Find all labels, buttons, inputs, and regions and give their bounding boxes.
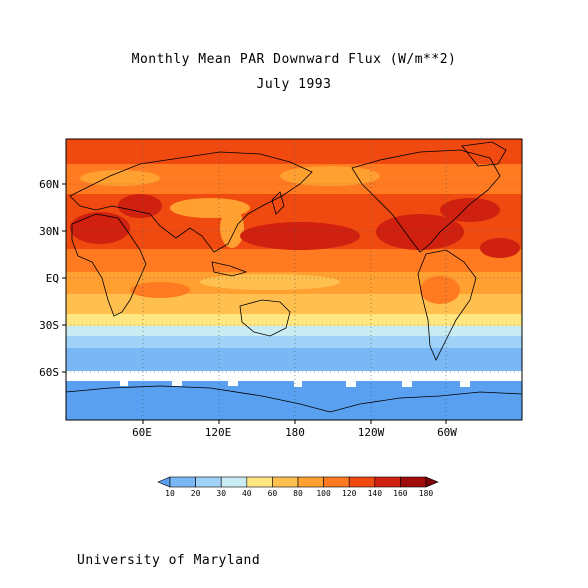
band-south-55 xyxy=(66,348,522,371)
hotspots xyxy=(70,166,520,304)
colorbar-swatch-9 xyxy=(374,476,401,488)
colorbar: 10 20 30 40 60 80 100 120 140 160 180 xyxy=(157,476,439,498)
coast-australia xyxy=(239,299,291,337)
flux-field xyxy=(66,139,522,420)
band-south-40 xyxy=(66,326,522,336)
colorbar-swatch-5 xyxy=(272,476,299,488)
lon-tick-120e: 120E xyxy=(205,426,232,439)
coast-japan xyxy=(271,191,285,215)
colorbar-swatch-6 xyxy=(297,476,324,488)
colorbar-swatch-0 xyxy=(157,476,171,488)
colorbar-label-30: 30 xyxy=(216,489,226,498)
band-missing xyxy=(66,371,522,383)
lat-tick-eq: EQ xyxy=(46,272,59,285)
colorbar-label-180: 180 xyxy=(419,489,434,498)
chart-title: Monthly Mean PAR Downward Flux (W/m**2) xyxy=(131,52,457,67)
colorbar-label-40: 40 xyxy=(242,489,252,498)
lat-tick-30s: 30S xyxy=(39,319,59,332)
colorbar-swatch-11 xyxy=(425,476,439,488)
band-north-pole xyxy=(66,139,522,164)
map-frame xyxy=(65,138,523,421)
band-south-50 xyxy=(66,336,522,348)
coast-eurasia xyxy=(69,151,313,253)
coast-antarctica xyxy=(66,385,522,413)
lon-tick-180: 180 xyxy=(285,426,305,439)
colorbar-swatch-3 xyxy=(220,476,248,488)
colorbar-swatch-1 xyxy=(169,476,196,488)
colorbar-swatch-8 xyxy=(348,476,376,488)
lon-tick-60e: 60E xyxy=(132,426,152,439)
band-south-30 xyxy=(66,314,522,326)
colorbar-label-140: 140 xyxy=(368,489,383,498)
colorbar-label-80: 80 xyxy=(293,489,303,498)
colorbar-swatch-10 xyxy=(400,476,427,488)
colorbar-label-100: 100 xyxy=(316,489,331,498)
colorbar-swatch-2 xyxy=(195,476,222,488)
coast-greenland xyxy=(461,141,507,167)
coast-africa xyxy=(71,213,147,317)
band-south-low xyxy=(66,294,522,314)
coast-indonesia xyxy=(211,261,248,277)
lon-tick-120w: 120W xyxy=(358,426,385,439)
colorbar-label-20: 20 xyxy=(191,489,201,498)
colorbar-swatch-4 xyxy=(246,476,273,488)
band-subtropics xyxy=(66,249,522,272)
chart-subtitle: July 1993 xyxy=(256,77,332,92)
lat-tick-60n: 60N xyxy=(39,178,59,191)
footer-credit: University of Maryland xyxy=(77,553,261,568)
colorbar-label-160: 160 xyxy=(393,489,408,498)
coast-north-america xyxy=(351,149,501,253)
graticule xyxy=(66,139,522,420)
lon-tick-60w: 60W xyxy=(437,426,457,439)
colorbar-label-60: 60 xyxy=(268,489,278,498)
lat-tick-60s: 60S xyxy=(39,366,59,379)
colorbar-label-120: 120 xyxy=(342,489,357,498)
missing-notches xyxy=(120,381,470,387)
lat-tick-30n: 30N xyxy=(39,225,59,238)
lat-axis: 60N 30N EQ 30S 60S xyxy=(39,178,66,379)
colorbar-label-10: 10 xyxy=(165,489,175,498)
lon-axis: 60E 120E 180 120W 60W xyxy=(132,420,457,439)
colorbar-swatch-7 xyxy=(323,476,350,488)
